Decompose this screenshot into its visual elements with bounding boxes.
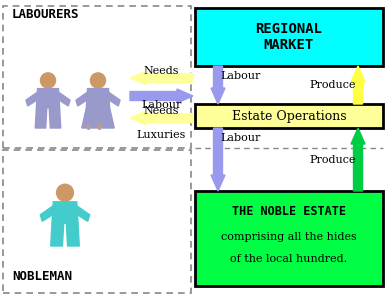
Polygon shape bbox=[87, 89, 109, 108]
Bar bbox=[3, 6, 191, 148]
FancyArrow shape bbox=[211, 128, 225, 191]
FancyArrow shape bbox=[351, 128, 365, 191]
Text: comprising all the hides: comprising all the hides bbox=[221, 231, 357, 242]
Text: Labour: Labour bbox=[220, 133, 260, 143]
Text: Estate Operations: Estate Operations bbox=[232, 110, 346, 123]
Bar bbox=[3, 150, 191, 293]
Polygon shape bbox=[51, 223, 64, 246]
Text: Labour: Labour bbox=[220, 71, 260, 81]
Polygon shape bbox=[75, 206, 90, 221]
Polygon shape bbox=[82, 108, 114, 128]
Circle shape bbox=[40, 73, 55, 88]
Text: Produce: Produce bbox=[310, 155, 356, 165]
Text: LABOURERS: LABOURERS bbox=[12, 7, 80, 20]
Text: Needs: Needs bbox=[144, 66, 179, 76]
FancyArrow shape bbox=[130, 111, 193, 125]
Text: Produce: Produce bbox=[310, 80, 356, 90]
Polygon shape bbox=[40, 206, 55, 221]
Text: Luxuries: Luxuries bbox=[137, 130, 186, 140]
Bar bbox=[195, 8, 383, 66]
Polygon shape bbox=[107, 92, 120, 106]
Bar bbox=[195, 104, 383, 128]
Polygon shape bbox=[52, 202, 78, 223]
Polygon shape bbox=[35, 108, 47, 128]
Circle shape bbox=[90, 73, 106, 88]
Polygon shape bbox=[36, 89, 60, 108]
Bar bbox=[195, 191, 383, 286]
Text: REGIONAL
MARKET: REGIONAL MARKET bbox=[256, 22, 322, 52]
Text: Labour: Labour bbox=[141, 100, 182, 110]
Polygon shape bbox=[26, 92, 39, 106]
Polygon shape bbox=[76, 92, 89, 106]
Text: NOBLEMAN: NOBLEMAN bbox=[12, 269, 72, 282]
Polygon shape bbox=[66, 223, 79, 246]
FancyArrow shape bbox=[211, 66, 225, 104]
Text: THE NOBLE ESTATE: THE NOBLE ESTATE bbox=[232, 205, 346, 218]
Text: Needs: Needs bbox=[144, 106, 179, 116]
Polygon shape bbox=[57, 92, 70, 106]
Text: of the local hundred.: of the local hundred. bbox=[230, 254, 348, 264]
FancyArrow shape bbox=[130, 89, 193, 103]
FancyArrow shape bbox=[351, 66, 365, 104]
Circle shape bbox=[57, 184, 73, 201]
Polygon shape bbox=[49, 108, 61, 128]
FancyArrow shape bbox=[130, 71, 193, 85]
